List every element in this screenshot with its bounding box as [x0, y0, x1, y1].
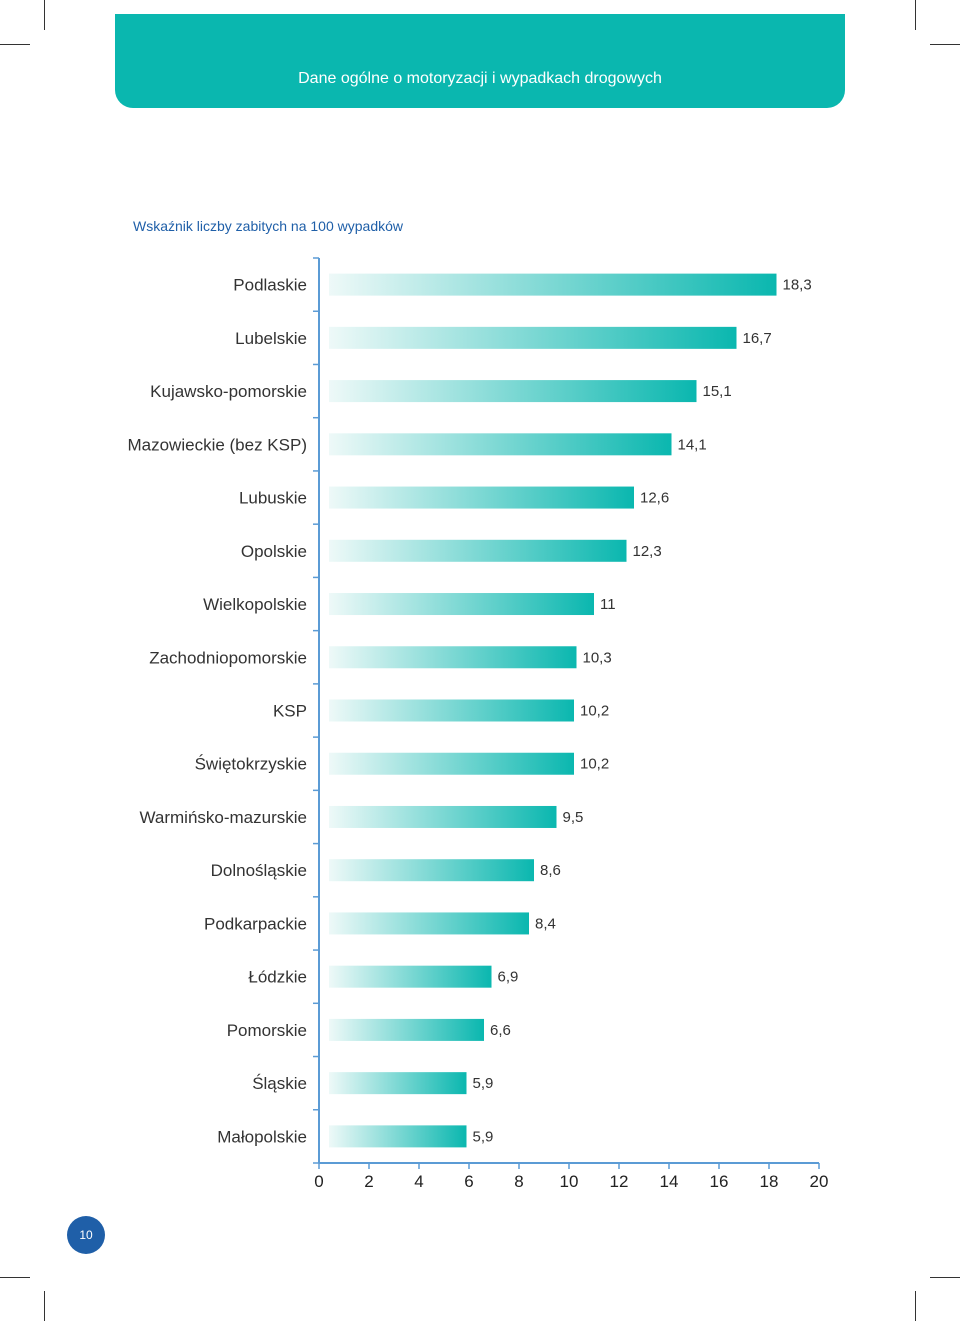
bar	[329, 486, 634, 509]
bar	[329, 912, 529, 935]
value-label: 12,3	[633, 543, 662, 560]
bar	[329, 326, 737, 349]
crop-mark	[930, 44, 960, 45]
value-label: 15,1	[703, 383, 732, 400]
value-label: 6,9	[498, 969, 519, 986]
value-label: 16,7	[743, 330, 772, 347]
x-tick-label: 14	[660, 1172, 679, 1191]
value-label: 11	[600, 596, 616, 613]
category-label: Podkarpackie	[204, 914, 307, 933]
bar	[329, 539, 627, 562]
category-label: Podlaskie	[233, 276, 307, 295]
category-label: Dolnośląskie	[211, 861, 307, 880]
header-band: Dane ogólne o motoryzacji i wypadkach dr…	[115, 14, 845, 108]
bar	[329, 805, 557, 828]
bar	[329, 433, 672, 456]
crop-mark	[915, 1291, 916, 1321]
bar	[329, 1072, 467, 1095]
chart-title: Wskaźnik liczby zabitych na 100 wypadków	[133, 218, 404, 234]
bar	[329, 859, 534, 882]
category-label: Małopolskie	[217, 1127, 307, 1146]
x-tick-label: 2	[364, 1172, 373, 1191]
x-tick-label: 18	[760, 1172, 779, 1191]
x-tick-label: 8	[514, 1172, 523, 1191]
category-label: KSP	[273, 702, 307, 721]
x-tick-label: 12	[610, 1172, 629, 1191]
category-label: Kujawsko-pomorskie	[150, 382, 307, 401]
bar	[329, 965, 492, 988]
category-label: Warmińsko-mazurskie	[139, 808, 307, 827]
value-label: 10,3	[583, 649, 612, 666]
crop-mark	[915, 0, 916, 30]
bar	[329, 646, 577, 669]
value-label: 10,2	[580, 703, 609, 720]
value-label: 5,9	[473, 1128, 494, 1145]
x-tick-label: 0	[314, 1172, 323, 1191]
bar	[329, 273, 777, 296]
x-tick-label: 4	[414, 1172, 423, 1191]
crop-mark	[44, 1291, 45, 1321]
crop-mark	[0, 1277, 30, 1278]
value-label: 6,6	[490, 1022, 511, 1039]
value-label: 9,5	[563, 809, 584, 826]
header-title: Dane ogólne o motoryzacji i wypadkach dr…	[298, 70, 662, 87]
category-label: Śląskie	[252, 1074, 307, 1093]
value-label: 8,4	[535, 915, 556, 932]
bar	[329, 593, 594, 616]
crop-mark	[930, 1277, 960, 1278]
category-label: Świętokrzyskie	[195, 755, 307, 774]
bar	[329, 752, 574, 775]
category-label: Opolskie	[241, 542, 307, 561]
crop-mark	[44, 0, 45, 30]
category-label: Lubuskie	[239, 489, 307, 508]
bar	[329, 1125, 467, 1148]
value-label: 10,2	[580, 756, 609, 773]
bar	[329, 699, 574, 722]
category-label: Lubelskie	[235, 329, 307, 348]
value-label: 18,3	[783, 277, 812, 294]
x-tick-label: 6	[464, 1172, 473, 1191]
bar	[329, 1018, 484, 1041]
bar	[329, 380, 697, 403]
x-tick-label: 20	[810, 1172, 829, 1191]
value-label: 12,6	[640, 490, 669, 507]
crop-mark	[0, 44, 30, 45]
value-label: 8,6	[540, 862, 561, 879]
category-label: Zachodniopomorskie	[149, 648, 307, 667]
category-label: Łódzkie	[248, 968, 307, 987]
value-label: 5,9	[473, 1075, 494, 1092]
page-number-badge: 10	[67, 1216, 105, 1254]
value-label: 14,1	[678, 436, 707, 453]
category-label: Wielkopolskie	[203, 595, 307, 614]
x-tick-label: 16	[710, 1172, 729, 1191]
category-label: Pomorskie	[227, 1021, 307, 1040]
x-tick-label: 10	[560, 1172, 579, 1191]
category-label: Mazowieckie (bez KSP)	[127, 435, 307, 454]
